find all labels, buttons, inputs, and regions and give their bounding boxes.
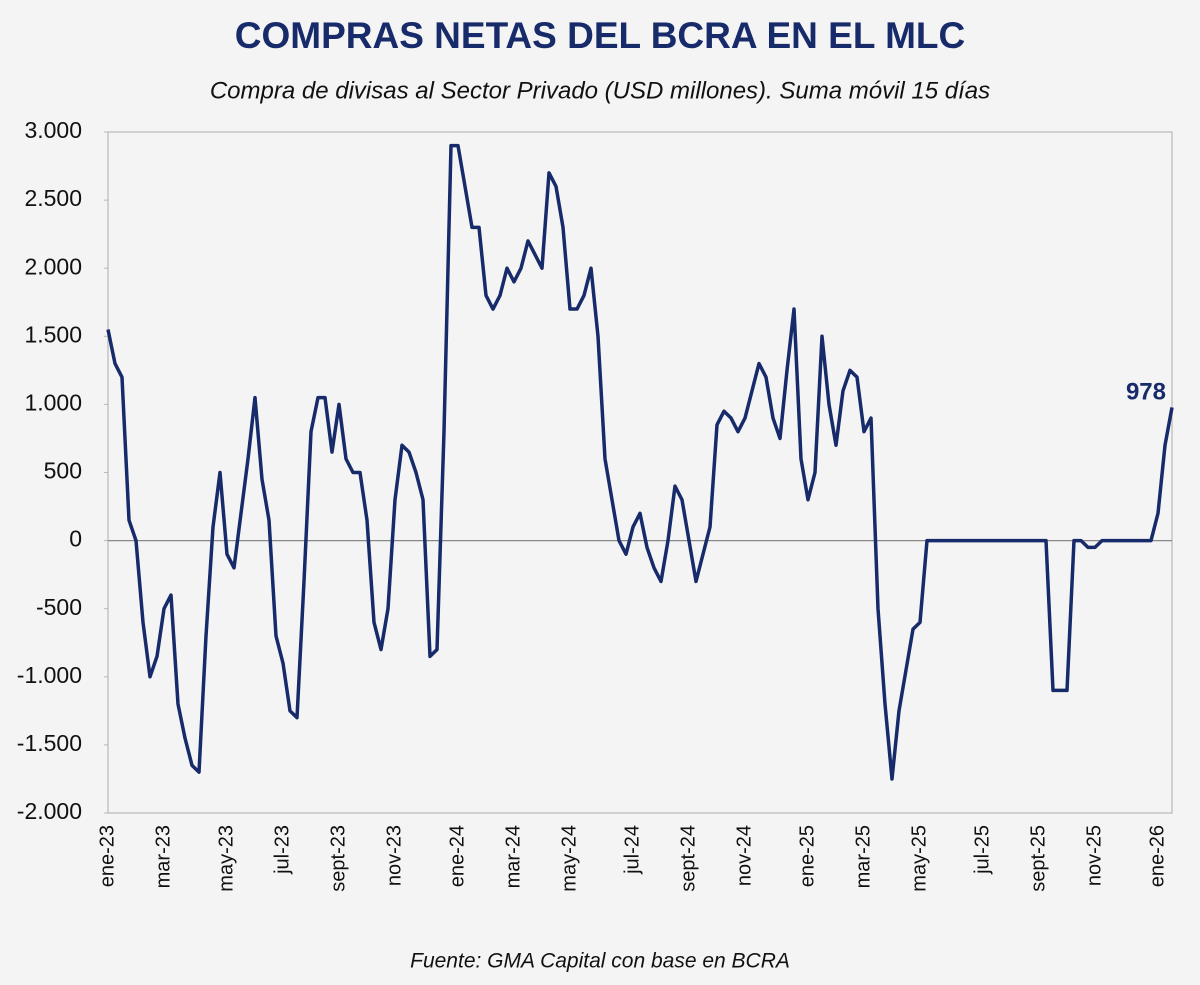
x-tick-label: may-23 [215,825,237,892]
x-tick-label: nov-24 [733,825,755,886]
y-tick-label: -1.500 [17,730,82,756]
x-tick-label: mar-24 [502,825,524,888]
x-tick-label: mar-25 [852,825,874,888]
y-tick-label: 500 [44,458,82,484]
y-tick-label: 1.000 [24,389,82,415]
chart-title: COMPRAS NETAS DEL BCRA EN EL MLC [235,15,965,56]
x-tick-label: sept-24 [677,825,699,892]
y-tick-label: -1.000 [17,662,82,688]
x-tick-label: mar-23 [152,825,174,888]
data-line [106,143,1174,781]
x-tick-label: ene-23 [96,825,118,887]
x-tick-label: may-25 [908,825,930,892]
x-tick-label: sept-23 [327,825,349,892]
x-tick-label: ene-24 [446,825,468,887]
x-tick-label: may-24 [558,825,580,892]
source-note: Fuente: GMA Capital con base en BCRA [410,950,790,973]
x-tick-label: ene-26 [1146,825,1168,887]
y-tick-label: 2.500 [24,185,82,211]
y-tick-label: 1.500 [24,321,82,347]
x-tick-label: nov-25 [1083,825,1105,886]
y-tick-label: -2.000 [17,798,82,824]
x-tick-label: jul-25 [971,825,993,875]
y-tick-label: 3.000 [24,117,82,143]
x-tick-label: ene-25 [796,825,818,887]
y-tick-label: -500 [36,594,82,620]
x-tick-label: jul-24 [621,825,643,875]
y-tick-label: 0 [69,526,82,552]
data-label: 978 [1126,379,1166,406]
x-tick-label: sept-25 [1027,825,1049,892]
chart-subtitle: Compra de divisas al Sector Privado (USD… [210,77,990,104]
x-tick-label: nov-23 [383,825,405,886]
y-tick-label: 2.000 [24,253,82,279]
x-tick-label: jul-23 [271,825,293,875]
